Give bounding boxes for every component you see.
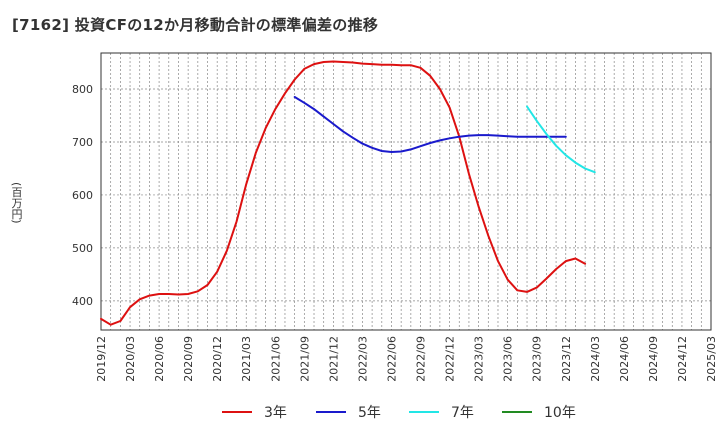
x-tick-label: 2021/03: [240, 336, 253, 382]
x-tick-label: 2021/09: [298, 336, 311, 382]
y-tick-label: 800: [72, 83, 93, 96]
x-tick-label: 2022/06: [385, 336, 398, 382]
legend-label: 10年: [544, 405, 576, 421]
x-tick-label: 2023/03: [473, 336, 486, 382]
x-tick-label: 2022/09: [415, 336, 428, 382]
legend-item: 5年: [316, 402, 381, 422]
x-tick-label: 2024/09: [647, 336, 660, 382]
x-tick-label: 2020/09: [182, 336, 195, 382]
legend-item: 3年: [222, 402, 287, 422]
x-tick-label: 2019/12: [95, 336, 108, 382]
legend-swatch: [502, 411, 532, 413]
x-tick-label: 2024/03: [589, 336, 602, 382]
y-axis-label: (百万円): [10, 182, 23, 224]
series-line-5年: [293, 96, 567, 153]
legend-label: 3年: [264, 405, 287, 421]
chart-title: [7162] 投資CFの12か月移動合計の標準偏差の推移: [12, 16, 379, 34]
plot-frame: [100, 52, 712, 331]
x-tick-label: 2024/06: [618, 336, 631, 382]
y-tick-label: 400: [72, 295, 93, 308]
x-tick-label: 2020/06: [153, 336, 166, 382]
x-tick-label: 2023/06: [502, 336, 515, 382]
plot-area: [101, 53, 711, 330]
legend-item: 10年: [502, 402, 576, 422]
series-line-7年: [526, 105, 596, 174]
y-tick-label: 500: [72, 242, 93, 255]
y-tick-label: 600: [72, 189, 93, 202]
x-tick-label: 2023/12: [560, 336, 573, 382]
legend-swatch: [409, 411, 439, 413]
x-tick-label: 2020/12: [211, 336, 224, 382]
series-line-3年: [100, 60, 587, 326]
x-tick-label: 2021/06: [269, 336, 282, 382]
x-tick-label: 2022/03: [356, 336, 369, 382]
legend-swatch: [316, 411, 346, 413]
legend: 3年 5年 7年 10年: [0, 402, 720, 426]
x-tick-label: 2021/12: [327, 336, 340, 382]
y-tick-label: 700: [72, 136, 93, 149]
legend-swatch: [222, 411, 252, 413]
x-tick-label: 2024/12: [676, 336, 689, 382]
legend-label: 5年: [358, 405, 381, 421]
legend-label: 7年: [451, 405, 474, 421]
legend-item: 7年: [409, 402, 474, 422]
x-tick-label: 2023/09: [531, 336, 544, 382]
x-tick-label: 2022/12: [444, 336, 457, 382]
x-tick-label: 2020/03: [124, 336, 137, 382]
x-tick-label: 2025/03: [705, 336, 718, 382]
